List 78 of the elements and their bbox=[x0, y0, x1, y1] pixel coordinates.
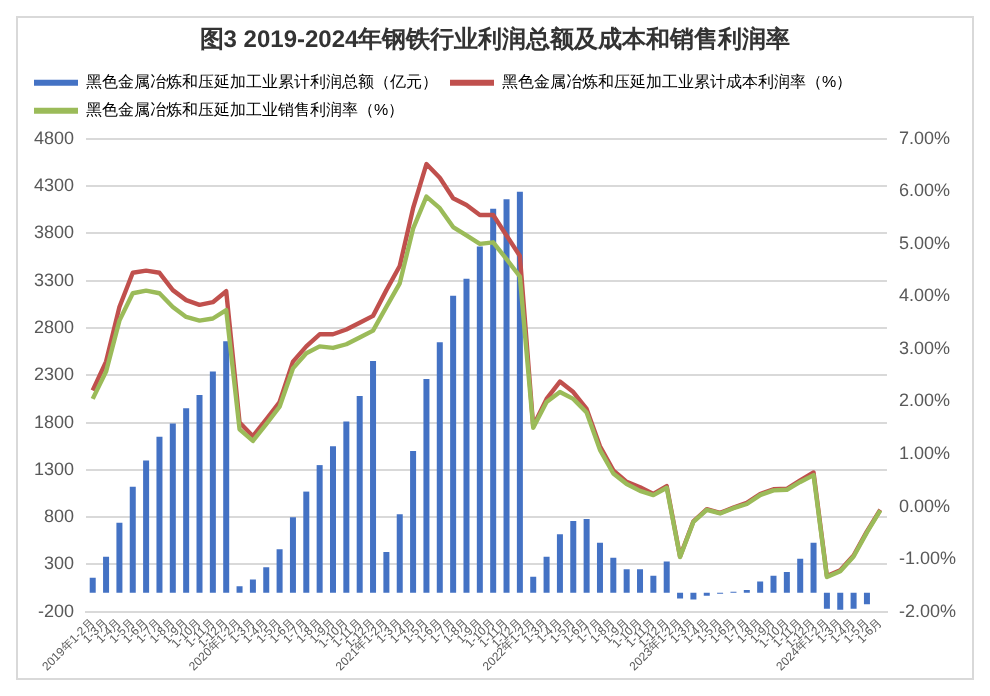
bar bbox=[556, 534, 563, 593]
bar bbox=[623, 569, 630, 593]
bar bbox=[103, 556, 110, 593]
bar bbox=[276, 549, 283, 593]
bar bbox=[343, 421, 350, 593]
bar bbox=[263, 567, 270, 593]
bar bbox=[383, 552, 390, 593]
bar bbox=[289, 517, 296, 593]
y2-tick-label: 1.00% bbox=[898, 443, 951, 464]
y2-tick-label: 6.00% bbox=[898, 180, 951, 201]
bar bbox=[783, 571, 790, 593]
bar bbox=[370, 361, 377, 593]
bar bbox=[156, 436, 163, 593]
bar bbox=[303, 491, 310, 593]
bar bbox=[436, 342, 443, 593]
bar bbox=[770, 575, 777, 593]
bar bbox=[396, 514, 403, 593]
y2-tick-label: 2.00% bbox=[898, 390, 951, 411]
bar bbox=[169, 423, 176, 593]
y2-tick-label: 4.00% bbox=[898, 285, 951, 306]
bar bbox=[663, 561, 670, 593]
y-tick-label: -200 bbox=[38, 600, 75, 621]
legend-label: 黑色金属冶炼和压延加工业销售利润率（%） bbox=[86, 101, 405, 120]
y-tick-label: 4800 bbox=[33, 127, 75, 148]
bar bbox=[356, 396, 363, 593]
bar bbox=[236, 586, 243, 593]
y2-tick-label: -1.00% bbox=[898, 548, 957, 569]
bar bbox=[810, 542, 817, 593]
bar bbox=[837, 592, 844, 610]
bar bbox=[503, 199, 510, 593]
bar bbox=[797, 558, 804, 593]
chart-title: 图3 2019-2024年钢铁行业利润总额及成本和销售利润率 bbox=[199, 25, 791, 54]
y2-tick-label: -2.00% bbox=[898, 600, 957, 621]
bar bbox=[690, 592, 697, 600]
y-tick-label: 2800 bbox=[33, 316, 75, 337]
y2-tick-label: 5.00% bbox=[898, 232, 951, 253]
y-tick-label: 300 bbox=[43, 553, 75, 574]
bar bbox=[570, 520, 577, 593]
bar bbox=[610, 557, 617, 593]
bar bbox=[650, 575, 657, 593]
bar bbox=[450, 295, 457, 593]
bar bbox=[823, 592, 830, 609]
bar bbox=[476, 246, 483, 593]
bar bbox=[423, 379, 430, 593]
bar bbox=[143, 460, 150, 593]
bar bbox=[223, 341, 230, 593]
bar bbox=[183, 408, 190, 593]
y2-tick-label: 7.00% bbox=[898, 127, 951, 148]
y-tick-label: 3800 bbox=[33, 222, 75, 243]
bar bbox=[850, 592, 857, 609]
legend-label: 黑色金属冶炼和压延加工业累计成本利润率（%） bbox=[502, 73, 853, 92]
bar bbox=[863, 592, 870, 605]
y-tick-label: 2300 bbox=[33, 364, 75, 385]
legend-label: 黑色金属冶炼和压延加工业累计利润总额（亿元） bbox=[86, 73, 438, 92]
bar bbox=[596, 542, 603, 593]
y-tick-label: 800 bbox=[43, 506, 75, 527]
y-tick-label: 3300 bbox=[33, 269, 75, 290]
bar bbox=[530, 576, 537, 593]
bar bbox=[316, 465, 323, 593]
bar bbox=[543, 556, 550, 593]
bar bbox=[637, 569, 644, 593]
bar bbox=[196, 395, 203, 593]
bar bbox=[116, 522, 123, 593]
y-tick-label: 4300 bbox=[33, 175, 75, 196]
bar bbox=[329, 446, 336, 593]
y2-tick-label: 0.00% bbox=[898, 495, 951, 516]
bar bbox=[757, 581, 764, 593]
bar bbox=[89, 577, 96, 593]
bar bbox=[249, 579, 256, 593]
bar bbox=[463, 278, 470, 593]
bar bbox=[209, 371, 216, 593]
y-tick-label: 1800 bbox=[33, 411, 75, 432]
bar bbox=[490, 208, 497, 593]
y2-tick-label: 3.00% bbox=[898, 337, 951, 358]
bar bbox=[410, 450, 417, 593]
bar bbox=[583, 519, 590, 593]
y-tick-label: 1300 bbox=[33, 458, 75, 479]
bar bbox=[129, 486, 136, 593]
